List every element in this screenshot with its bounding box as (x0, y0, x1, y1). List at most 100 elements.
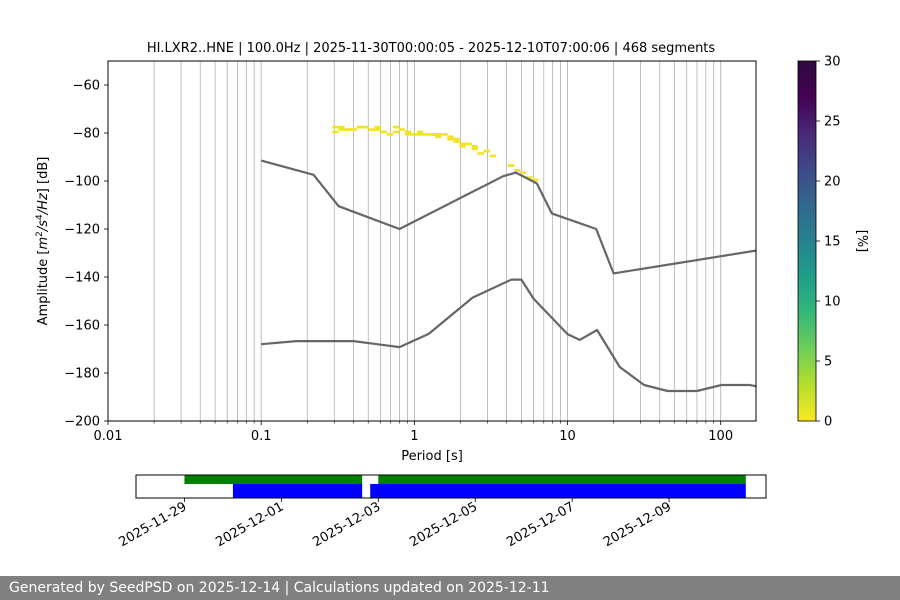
psd-figure: HI.LXR2..HNE | 100.0Hz | 2025-11-30T00:0… (35, 41, 869, 550)
density-cell (471, 147, 478, 151)
colorbar: 0 5 10 15 20 25 30 [%] (797, 55, 869, 430)
density-cell (459, 142, 466, 146)
y-label-part: / (36, 208, 51, 215)
y-axis-ticks: −60 −80 −100 −120 −140 −160 −180 −200 (64, 79, 108, 430)
footer-bar: Generated by SeedPSD on 2025-12-14 | Cal… (0, 576, 900, 600)
noise-models (260, 159, 756, 393)
density-cell (410, 133, 418, 136)
density-cell (338, 128, 345, 131)
y-tick-label: −180 (64, 367, 100, 382)
y-tick-label: −80 (73, 127, 100, 142)
y-label-part: Hz (36, 192, 51, 210)
timeline-tick-label: 2025-12-03 (310, 499, 383, 550)
density-cell (398, 128, 406, 131)
colorbar-tick-label: 10 (824, 295, 841, 310)
plot-background (108, 61, 756, 421)
density-cell (465, 142, 472, 146)
low-noise-model-line (261, 278, 756, 393)
density-cell (392, 130, 400, 134)
x-tick-label: 0.01 (94, 429, 123, 444)
density-cell (513, 169, 521, 172)
high-noise-model-line (260, 159, 756, 275)
density-cell (417, 130, 424, 134)
y-axis-label: Amplitude [m2/s4/Hz] [dB] (35, 157, 51, 326)
y-label-part: m (36, 237, 51, 250)
density-cell (459, 145, 466, 148)
density-cell (404, 130, 412, 134)
y-tick-label: −120 (64, 223, 100, 238)
density-cell (344, 128, 351, 131)
density-cell (483, 149, 490, 153)
x-tick-label: 1 (410, 429, 418, 444)
availability-timeline: 2025-11-29 2025-12-01 2025-12-03 2025-12-05… (117, 474, 767, 550)
y-tick-label: −160 (64, 319, 100, 334)
y-label-part: / (36, 225, 51, 232)
colorbar-tick-label: 20 (824, 175, 841, 190)
density-cell (417, 133, 424, 136)
density-cell (471, 145, 478, 148)
timeline-frame (135, 474, 767, 499)
density-cell (429, 133, 436, 136)
density-cell (368, 128, 375, 131)
timeline-ticks: 2025-11-29 2025-12-01 2025-12-03 2025-12-05… (117, 498, 674, 550)
x-axis-label: Period [s] (401, 449, 463, 464)
density-cell (350, 128, 357, 131)
y-tick-label: −140 (64, 271, 100, 286)
x-axis-ticks: 0.01 0.1 1 10 100 (94, 421, 733, 444)
availability-blue-bar (370, 484, 746, 498)
timeline-tick-label: 2025-12-07 (504, 499, 577, 550)
psd-density-heatmap (332, 125, 539, 182)
density-cell (435, 133, 442, 136)
colorbar-ticks: 0 5 10 15 20 25 30 (816, 55, 841, 430)
colorbar-label: [%] (854, 230, 869, 253)
colorbar-tick-label: 30 (824, 55, 841, 70)
timeline-tick-label: 2025-12-01 (213, 499, 286, 550)
y-label-part: 4 (35, 214, 45, 220)
y-label-part: Amplitude [ (36, 250, 51, 326)
availability-blue-bar (232, 484, 363, 498)
x-tick-label: 100 (708, 429, 733, 444)
plot-area: 0.01 0.1 1 10 100 −60 −80 −100 −120 −140 −160 −180… (64, 60, 757, 444)
density-cell (441, 133, 448, 136)
density-cell (525, 176, 533, 179)
colorbar-gradient (797, 60, 817, 422)
colorbar-tick-label: 15 (824, 235, 841, 250)
y-tick-label: −60 (73, 79, 100, 94)
density-cell (532, 178, 539, 182)
colorbar-tick-label: 0 (824, 415, 832, 430)
y-label-part: s (36, 220, 51, 227)
timeline-bars (184, 475, 746, 498)
y-label-part: 2 (35, 231, 45, 237)
colorbar-tick-label: 5 (824, 355, 832, 370)
plot-frame (107, 60, 757, 422)
density-cell (392, 125, 400, 129)
timeline-tick-label: 2025-12-05 (407, 499, 480, 550)
density-cell (332, 125, 339, 129)
availability-green-bar (184, 475, 363, 484)
density-cell (356, 125, 363, 129)
density-cell (374, 128, 382, 131)
footer-text: Generated by SeedPSD on 2025-12-14 | Cal… (9, 580, 550, 596)
density-cell (447, 137, 454, 141)
density-cell (489, 154, 497, 158)
y-tick-label: −200 (64, 415, 100, 430)
density-cell (338, 125, 345, 129)
chart-title: HI.LXR2..HNE | 100.0Hz | 2025-11-30T00:0… (147, 41, 716, 56)
density-cell (453, 140, 460, 143)
density-cell (435, 135, 442, 139)
density-cell (447, 135, 454, 139)
density-cell (332, 130, 339, 134)
colorbar-tick-label: 25 (824, 115, 841, 130)
density-cell (519, 171, 527, 175)
density-cell (362, 125, 369, 129)
density-cell (453, 137, 460, 141)
timeline-tick-label: 2025-11-29 (117, 499, 190, 550)
x-tick-label: 10 (559, 429, 576, 444)
y-label-part: ] [dB] (36, 157, 51, 194)
density-cell (477, 152, 484, 155)
density-cell (374, 125, 382, 129)
density-cell (507, 164, 515, 167)
x-tick-label: 0.1 (251, 429, 272, 444)
density-cell (380, 130, 388, 134)
availability-green-bar (378, 475, 746, 484)
